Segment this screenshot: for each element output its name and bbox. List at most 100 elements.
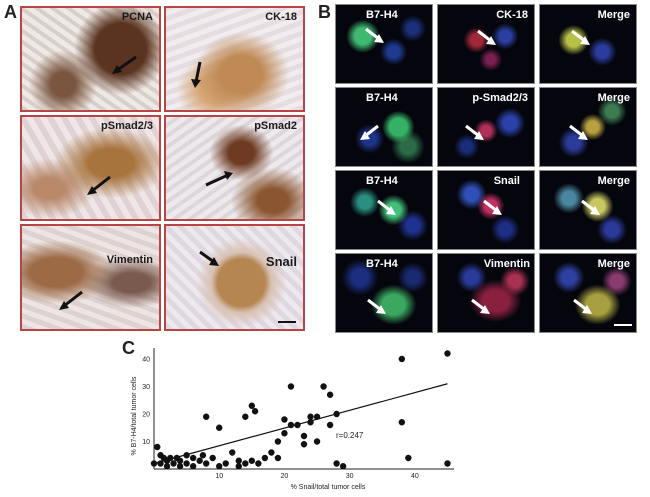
data-point [235,463,242,470]
data-point [281,416,288,423]
scale-bar [278,321,296,323]
tile-label: Vimentin [106,254,153,266]
data-point [255,460,262,467]
arrow-icon [569,124,588,140]
x-tick-label: 40 [411,473,419,480]
tile-label: Merge [597,258,630,270]
ihc-tile-vimentin: Vimentin [20,224,161,331]
data-point [300,441,308,448]
ihc-tile-pcna: PCNA [20,6,161,112]
tile-label: Merge [597,92,630,104]
arrow-icon [87,175,111,195]
arrow-icon [191,61,202,88]
tile-label: B7-H4 [366,92,398,104]
data-point [398,419,406,426]
data-point [199,452,207,459]
arrow-icon [573,298,592,314]
data-point [242,413,249,420]
data-point [320,383,327,390]
arrow-icon [483,199,502,215]
data-point [150,460,158,467]
arrow-icon [59,290,83,310]
arrow-icon [581,199,600,215]
scale-bar [614,324,632,326]
data-point [202,460,210,467]
data-point [294,421,301,429]
data-point [251,408,259,415]
data-point [333,410,340,418]
data-point [189,454,197,462]
data-point [287,421,295,429]
data-point [209,454,216,462]
if-tile-r4-vimentin: Vimentin [437,253,535,333]
data-point [202,413,210,420]
tile-label: PCNA [121,11,153,23]
data-point [307,419,314,426]
data-point [444,350,451,357]
x-tick-label: 10 [215,473,223,480]
data-point [333,460,340,467]
data-point [176,457,184,464]
data-point [183,460,190,467]
data-point [189,463,197,470]
data-point [216,424,223,431]
tile-label: Merge [597,175,630,187]
if-tile-r4-merge: Merge [539,253,637,333]
if-tile-r4-b7h4: B7-H4 [335,253,433,333]
arrow-icon [471,298,490,314]
tile-label: pSmad2/3 [101,120,153,132]
data-point [274,438,282,445]
correlation-annotation: r=0.247 [336,431,364,440]
data-point [222,460,229,467]
data-point [281,430,288,437]
arrow-icon [465,124,484,140]
y-axis-label: % B7-H4/total tumor cells [131,376,138,455]
data-point [242,460,249,467]
data-point [157,460,164,467]
if-tile-r3-b7h4: B7-H4 [335,170,433,250]
data-point [176,463,184,470]
ihc-tile-ck18: CK-18 [164,6,305,112]
scatter-plot: % B7-H4/total tumor cells % Snail/total … [131,348,454,491]
data-point [313,413,321,420]
tile-label: CK-18 [496,9,528,21]
data-point [196,457,203,464]
x-tick-label: 20 [281,473,289,480]
data-point [405,454,412,462]
data-point [313,438,321,445]
tile-label: p-Smad2/3 [472,92,528,104]
arrow-icon [199,250,219,266]
arrow-icon [365,27,384,43]
data-point [229,449,236,456]
data-point [274,454,282,462]
y-tick-label: 40 [142,357,150,364]
data-point [216,463,223,470]
data-point [300,432,308,440]
regression-line [153,383,448,465]
y-tick-label: 30 [142,384,150,391]
tile-label: B7-H4 [366,9,398,21]
tile-label: B7-H4 [366,175,398,187]
tile-label: Snail [265,254,297,269]
if-tile-r1-merge: Merge [539,4,637,84]
arrow-icon [360,124,379,140]
panel-a-letter: A [4,2,17,22]
data-point [444,460,451,467]
if-tile-r3-snail: Snail [437,170,535,250]
x-axis-label: % Snail/total tumor cells [291,484,366,491]
panel-b-letter: B [318,2,331,22]
arrow-icon [571,29,590,45]
data-point [268,449,275,456]
arrow-icon [477,29,496,45]
data-point [248,402,256,409]
data-point [287,383,295,390]
if-tile-r1-b7h4: B7-H4 [335,4,433,84]
panel-c-letter: C [122,338,135,358]
arrow-icon [377,199,396,215]
tile-label: pSmad2 [254,120,297,132]
data-point [183,452,190,459]
if-tile-r2-b7h4: B7-H4 [335,87,433,167]
if-tile-r2-merge: Merge [539,87,637,167]
if-tile-r2-psmad23: p-Smad2/3 [437,87,535,167]
tile-label: Snail [493,175,520,187]
